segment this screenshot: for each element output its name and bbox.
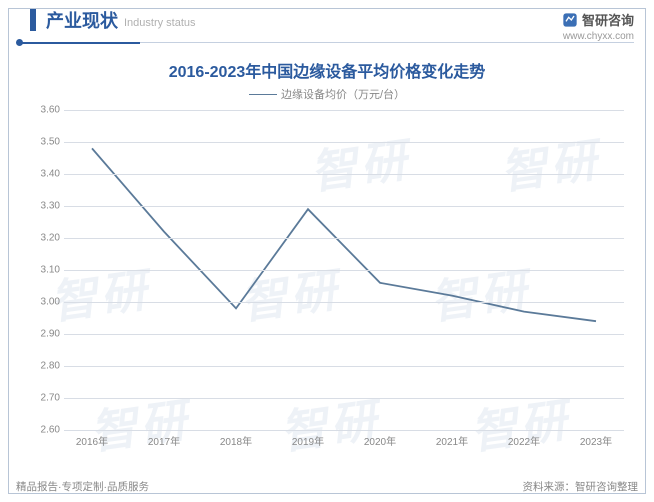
header: 产业现状 Industry status: [0, 0, 654, 40]
chart-area: 2.602.702.802.903.003.103.203.303.403.50…: [40, 110, 630, 450]
header-accent-bar: [30, 9, 36, 31]
header-title-en: Industry status: [124, 17, 196, 29]
legend-line-icon: [249, 94, 277, 95]
gridline: [64, 238, 624, 239]
x-axis-label: 2021年: [436, 433, 468, 448]
chart-title: 2016-2023年中国边缘设备平均价格变化走势: [0, 58, 654, 82]
gridline: [64, 430, 624, 431]
y-axis-label: 2.70: [30, 393, 60, 404]
gridline: [64, 366, 624, 367]
chart-legend: 边缘设备均价（万元/台）: [0, 86, 654, 102]
gridline: [64, 398, 624, 399]
y-axis-label: 3.30: [30, 201, 60, 212]
brand-url: www.chyxx.com: [562, 31, 634, 42]
brand-block: 智研咨询 www.chyxx.com: [562, 10, 634, 42]
y-axis-label: 2.90: [30, 329, 60, 340]
y-axis-label: 3.60: [30, 105, 60, 116]
y-axis-label: 3.20: [30, 233, 60, 244]
y-axis-label: 3.40: [30, 169, 60, 180]
y-axis-label: 3.50: [30, 137, 60, 148]
gridline: [64, 110, 624, 111]
chart-plot: 2.602.702.802.903.003.103.203.303.403.50…: [64, 110, 624, 430]
x-axis-label: 2023年: [580, 433, 612, 448]
gridline: [64, 174, 624, 175]
x-axis-label: 2019年: [292, 433, 324, 448]
x-axis-label: 2020年: [364, 433, 396, 448]
x-axis-label: 2018年: [220, 433, 252, 448]
footer: 精品报告·专项定制·品质服务 资料来源：智研咨询整理: [16, 479, 638, 494]
header-underline: [20, 42, 634, 43]
gridline: [64, 270, 624, 271]
footer-right: 资料来源：智研咨询整理: [523, 479, 639, 494]
header-title-cn: 产业现状: [46, 7, 118, 33]
x-axis-label: 2022年: [508, 433, 540, 448]
y-axis-label: 3.00: [30, 297, 60, 308]
x-axis-label: 2016年: [76, 433, 108, 448]
legend-label: 边缘设备均价（万元/台）: [281, 86, 405, 102]
brand-logo-icon: [562, 12, 578, 28]
x-axis-label: 2017年: [148, 433, 180, 448]
gridline: [64, 302, 624, 303]
y-axis-label: 2.80: [30, 361, 60, 372]
y-axis-label: 2.60: [30, 425, 60, 436]
footer-left: 精品报告·专项定制·品质服务: [16, 479, 149, 494]
gridline: [64, 142, 624, 143]
brand-name: 智研咨询: [582, 10, 634, 29]
gridline: [64, 334, 624, 335]
gridline: [64, 206, 624, 207]
y-axis-label: 3.10: [30, 265, 60, 276]
